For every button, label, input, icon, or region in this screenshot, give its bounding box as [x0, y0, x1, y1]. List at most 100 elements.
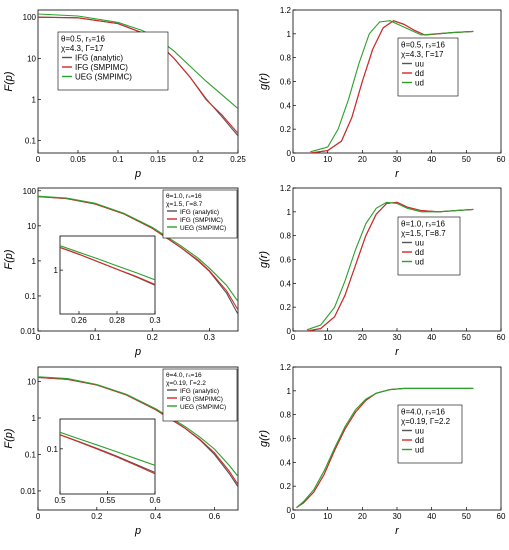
legend-param: χ=0.19, Γ=2.2 [401, 417, 451, 426]
panel-p1-ytick-label: 10 [27, 54, 36, 63]
panel-g3-ytick-label: 1 [287, 387, 292, 396]
panel-g2-ytick-label: 1 [287, 208, 292, 217]
panel-g1-ytick-label: 0.8 [280, 54, 292, 63]
panel-g1-ytick-label: 0 [287, 149, 292, 158]
legend-box [397, 216, 461, 276]
panel-g2-xtick-label: 50 [462, 333, 471, 342]
panel-p2-inset-xtick-label: 0.28 [109, 316, 125, 325]
panel-p2-inset-plot [60, 245, 155, 286]
panel-g1-xtick-label: 50 [462, 155, 471, 164]
panel-p1-ytick-label: 0.1 [25, 137, 37, 146]
panel-p1-xtick-label: 0.2 [192, 155, 204, 164]
legend-entry: ud [415, 79, 424, 88]
panel-g2-ytick-label: 0.4 [280, 279, 292, 288]
panel-g3-plot [296, 387, 474, 509]
legend-entry: ud [415, 446, 424, 455]
panel-g1-ylabel: g(r) [258, 73, 270, 90]
legend-param: χ=4.3, Γ=17 [401, 50, 444, 59]
panel-p3-xlabel: p [134, 525, 141, 537]
panel-p2-inset-series-ifg_smpimc [60, 246, 155, 286]
panel-g3-xtick-label: 60 [497, 512, 506, 521]
panel-p2-ytick-label: 0.1 [25, 292, 37, 301]
panel-p3-ytick-label: 0.1 [25, 450, 37, 459]
legend-entry: uu [415, 427, 424, 436]
panel-g3: 0 10 20 30 40 50 60 0 0.2 0.4 0.6 0.8 1 1.2 r g(r) θ=4.0… [258, 363, 506, 537]
panel-p2-xtick-label: 0 [36, 333, 41, 342]
panel-p3-ylabel: F(p) [3, 428, 15, 449]
panel-g3-xtick-label: 10 [323, 512, 332, 521]
panel-p2-xtick-label: 0.2 [147, 333, 159, 342]
legend-entry: dd [415, 69, 424, 78]
legend-param: θ=1.0, rₛ=16 [166, 193, 202, 200]
legend-param: χ=0.19, Γ=2.2 [166, 380, 206, 387]
legend-param: χ=1.5, Γ=8.7 [166, 201, 203, 208]
panel-p1-ytick-label: 1 [32, 95, 37, 104]
panel-p1-xtick-label: 0.05 [70, 155, 86, 164]
legend-entry: IFG (SMPIMC) [180, 217, 223, 224]
panel-g2-xtick-label: 40 [427, 333, 436, 342]
panel-g3-xtick-label: 30 [393, 512, 402, 521]
panel-g2-series-ud [306, 201, 474, 331]
panel-p3-inset-xtick-label: 0.5 [54, 496, 66, 505]
panel-p3: 0 0.2 0.4 0.6 0.01 0.1 1 10 p F(p) 0.5 0.55 0.6 0.1 θ=… [3, 366, 239, 537]
panel-g1-xtick-label: 30 [393, 155, 402, 164]
legend-param: θ=0.5, rₛ=16 [61, 35, 105, 44]
panel-g1-xlabel: r [395, 168, 400, 180]
panel-g1-ytick-label: 0.2 [280, 125, 292, 134]
panel-p3-xtick-label: 0 [36, 512, 41, 521]
panel-g2-plot [306, 201, 474, 331]
panel-g2-ytick-label: 0.6 [280, 256, 292, 265]
panel-p2-xtick-label: 0.1 [90, 333, 102, 342]
panel-p3-inset-series-ueg_smpimc [60, 431, 155, 466]
panel-p3-ytick-label: 10 [27, 378, 36, 387]
panel-g2-ytick-label: 0 [287, 327, 292, 336]
panel-p1-xlabel: p [134, 168, 141, 180]
legend-param: θ=0.5, rₛ=16 [401, 41, 445, 50]
panel-g2-ylabel: g(r) [258, 251, 270, 268]
panel-p2-inset-xtick-label: 0.26 [71, 316, 87, 325]
legend-entry: IFG (analytic) [180, 388, 219, 395]
panel-g2-ytick-label: 1.2 [280, 184, 292, 193]
panel-p1-xtick-label: 0.15 [150, 155, 166, 164]
panel-p3-inset-ytick-label: 0.1 [47, 445, 59, 454]
panel-g2-ytick-label: 0.2 [280, 303, 292, 312]
legend-param: χ=4.3, Γ=17 [61, 44, 104, 53]
panel-g3-ytick-label: 0.2 [280, 482, 292, 491]
legend-entry: dd [415, 436, 424, 445]
panel-g2-xtick-label: 10 [323, 333, 332, 342]
panel-g2-xtick-label: 20 [358, 333, 367, 342]
panel-p3-inset-xtick-label: 0.6 [149, 496, 161, 505]
legend-box [57, 31, 169, 91]
panel-g3-ylabel: g(r) [258, 430, 270, 447]
panel-g3-ytick-label: 1.2 [280, 363, 292, 372]
panel-g3-ytick-label: 0.6 [280, 435, 292, 444]
legend-box [397, 404, 463, 464]
panel-p3-ytick-label: 1 [32, 414, 37, 423]
panel-g3-xtick-label: 20 [358, 512, 367, 521]
panel-p3-inset-xtick-label: 0.55 [100, 496, 116, 505]
panel-p3-xtick-label: 0.2 [91, 512, 103, 521]
panel-p1-xtick-label: 0.1 [112, 155, 124, 164]
legend-entry: IFG (analytic) [75, 54, 123, 63]
panel-g1-series-ud [310, 20, 474, 153]
panel-p2-inset: 0.26 0.28 0.3 1 [54, 235, 161, 325]
panel-p2-xlabel: p [134, 346, 141, 358]
legend-entry: dd [415, 248, 424, 257]
panel-p2-xtick-label: 0.3 [204, 333, 216, 342]
panel-p2-inset-xtick-label: 0.3 [149, 316, 161, 325]
panel-p3-frame [37, 366, 239, 511]
legend-entry: IFG (SMPIMC) [75, 63, 128, 72]
panel-g3-ytick-label: 0 [287, 506, 292, 515]
panel-g3-series-ud [296, 387, 474, 509]
panel-g2-xtick-label: 0 [291, 333, 296, 342]
panel-g2-ytick-label: 0.8 [280, 232, 292, 241]
panel-p1-ytick-label: 100 [23, 13, 37, 22]
panel-g2-xtick-label: 30 [393, 333, 402, 342]
panel-g3-xlabel: r [395, 525, 400, 537]
panel-p3-inset-series-ifg_smpimc [60, 434, 155, 475]
